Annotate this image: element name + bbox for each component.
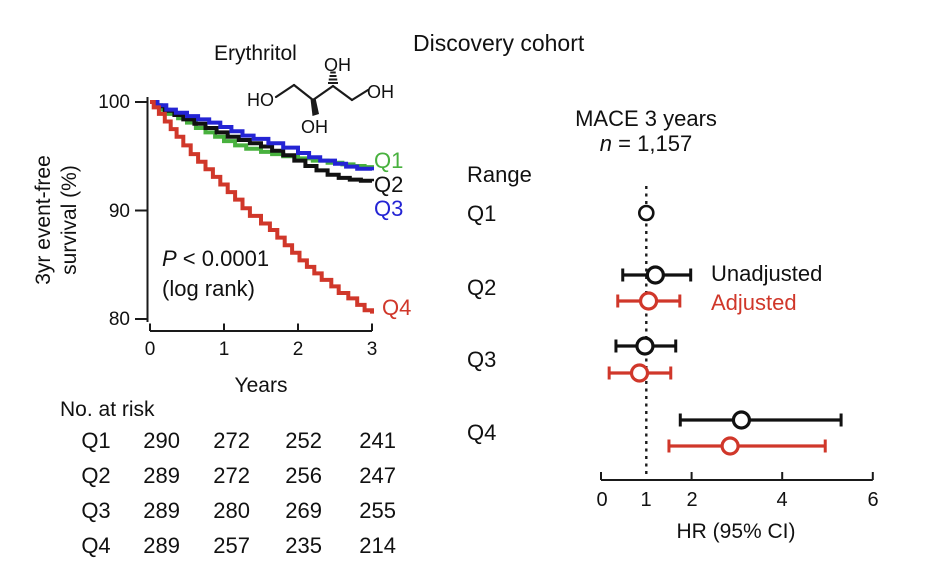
risk-count: 257 (213, 533, 250, 558)
molecule-bond (350, 88, 370, 102)
km-curve-q3 (150, 100, 374, 171)
molecule-structure (274, 71, 370, 116)
legend-adjusted: Adjusted (711, 290, 797, 315)
risk-count: 289 (143, 463, 180, 488)
km-curve-label-q3: Q3 (374, 196, 404, 221)
forest-x-tick-1: 1 (640, 489, 652, 511)
risk-count: 269 (285, 498, 322, 523)
risk-table-title: No. at risk (60, 398, 155, 421)
molecule-oh-bottom-label: OH (301, 117, 328, 137)
molecule-oh-right-label: OH (367, 82, 394, 102)
forest-point (637, 204, 655, 222)
forest-point (731, 410, 752, 430)
km-y-axis-title-line1: 3yr event-free (32, 155, 55, 285)
risk-count: 252 (285, 428, 322, 453)
risk-row-label: Q1 (81, 428, 111, 453)
forest-n-value: = 1,157 (612, 131, 693, 156)
km-axes (135, 97, 373, 332)
molecule-name: Erythritol (214, 42, 297, 65)
km-curve-q2 (150, 100, 374, 183)
forest-range-header: Range (467, 162, 532, 187)
risk-count: 272 (213, 463, 250, 488)
molecule-bond (311, 84, 335, 102)
risk-count: 255 (359, 498, 396, 523)
forest-row-label-q1: Q1 (467, 201, 497, 226)
km-pvalue: P < 0.0001 (162, 246, 269, 271)
forest-x-axis-title: HR (95% CI) (676, 520, 796, 543)
forest-plot (600, 186, 874, 481)
forest-x-tick-0: 0 (596, 489, 608, 511)
forest-n-label: n = 1,157 (526, 131, 766, 156)
forest-row-label-q2: Q2 (467, 275, 497, 300)
page-title: Discovery cohort (413, 30, 585, 56)
forest-point (720, 436, 740, 456)
risk-count: 241 (359, 428, 396, 453)
km-curve-q4 (150, 100, 374, 314)
km-pvalue-value: < 0.0001 (176, 246, 270, 271)
km-x-axis-title: Years (234, 374, 288, 397)
risk-count: 272 (213, 428, 250, 453)
km-pvalue-method: (log rank) (162, 276, 255, 301)
molecule-ho-left-label: HO (247, 90, 274, 110)
km-x-tick-0: 0 (144, 339, 156, 360)
risk-count: 290 (143, 428, 180, 453)
forest-point (629, 363, 650, 383)
km-y-tick-80: 80 (108, 309, 130, 330)
risk-count: 289 (143, 498, 180, 523)
risk-count: 280 (213, 498, 250, 523)
forest-x-tick-4: 4 (776, 489, 788, 511)
forest-x-tick-6: 6 (867, 489, 879, 511)
molecule-wedge-bond (310, 98, 319, 116)
km-y-tick-100: 100 (98, 92, 130, 113)
risk-count: 247 (359, 463, 396, 488)
molecule-bond (274, 83, 296, 99)
risk-row-label: Q3 (81, 498, 111, 523)
km-curve-label-q1: Q1 (374, 148, 404, 173)
risk-table-row-q3: Q3 289 280 269 255 (0, 498, 440, 524)
km-x-tick-2: 2 (292, 339, 304, 360)
risk-row-label: Q2 (81, 463, 111, 488)
forest-point (638, 291, 659, 311)
km-pvalue-symbol: P (162, 246, 177, 271)
risk-count: 235 (285, 533, 322, 558)
risk-table-row-q2: Q2 289 272 256 247 (0, 463, 440, 489)
risk-count: 289 (143, 533, 180, 558)
km-y-axis-title-line2: survival (%) (58, 165, 81, 275)
forest-row-label-q4: Q4 (467, 420, 497, 445)
km-curve-label-q2: Q2 (374, 172, 404, 197)
forest-point (645, 265, 665, 285)
km-curves (150, 100, 374, 314)
forest-title: MACE 3 years (575, 106, 717, 131)
forest-point (635, 336, 655, 356)
km-y-tick-90: 90 (108, 201, 130, 222)
km-y-axis-title: 3yr event-free survival (%) (31, 90, 83, 350)
molecule-oh-top-label: OH (324, 55, 351, 75)
molecule-bond (292, 83, 315, 102)
risk-row-label: Q4 (81, 533, 111, 558)
forest-row-label-q3: Q3 (467, 347, 497, 372)
forest-x-tick-2: 2 (686, 489, 698, 511)
legend-unadjusted: Unadjusted (711, 261, 823, 286)
km-x-tick-1: 1 (218, 339, 230, 360)
risk-table-row-q4: Q4 289 257 235 214 (0, 533, 440, 559)
risk-count: 214 (359, 533, 396, 558)
molecule-bond (331, 84, 354, 102)
km-curve-label-q4: Q4 (382, 295, 412, 320)
forest-n-symbol: n (599, 131, 613, 156)
risk-count: 256 (285, 463, 322, 488)
km-x-tick-3: 3 (366, 339, 378, 360)
risk-table-row-q1: Q1 290 272 252 241 (0, 428, 440, 454)
